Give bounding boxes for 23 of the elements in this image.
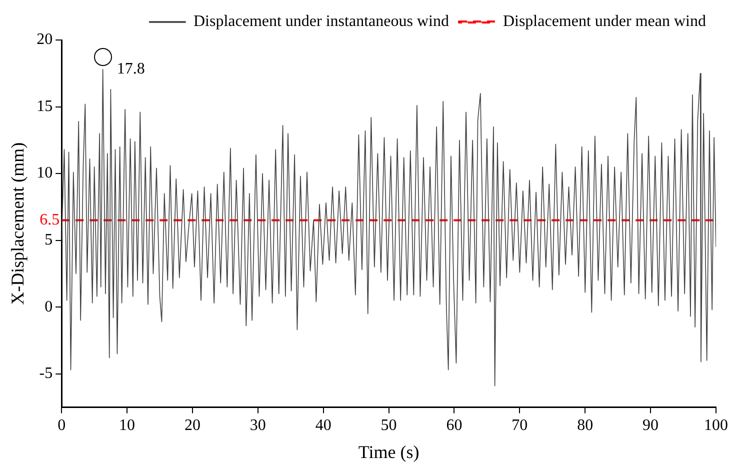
y-tick-label: 0: [44, 298, 53, 316]
y-tick-label: 10: [36, 164, 53, 182]
x-tick-label: 50: [380, 417, 397, 434]
x-tick-label: 70: [512, 417, 528, 434]
y-tick-label: -5: [39, 365, 53, 382]
y-tick-label: 5: [44, 231, 53, 248]
x-tick-label: 80: [577, 417, 594, 434]
legend-label: Displacement under mean wind: [502, 13, 706, 30]
annotation: 6.5: [40, 211, 60, 228]
y-axis-title: X-Displacement (mm): [8, 142, 28, 305]
x-tick-label: 30: [250, 417, 266, 434]
x-tick-label: 40: [315, 417, 332, 434]
x-tick-label: 60: [446, 417, 462, 434]
x-tick-label: 10: [119, 417, 136, 434]
x-tick-label: 90: [642, 417, 659, 434]
x-tick-label: 0: [58, 417, 66, 434]
annotation: 17.8: [116, 60, 145, 78]
x-tick-label: 20: [184, 417, 200, 434]
legend-label: Displacement under instantaneous wind: [193, 13, 449, 30]
x-tick-label: 100: [704, 417, 728, 434]
x-axis-title: Time (s): [358, 442, 420, 462]
y-tick-label: 20: [36, 31, 53, 48]
y-tick-label: 15: [36, 98, 53, 115]
